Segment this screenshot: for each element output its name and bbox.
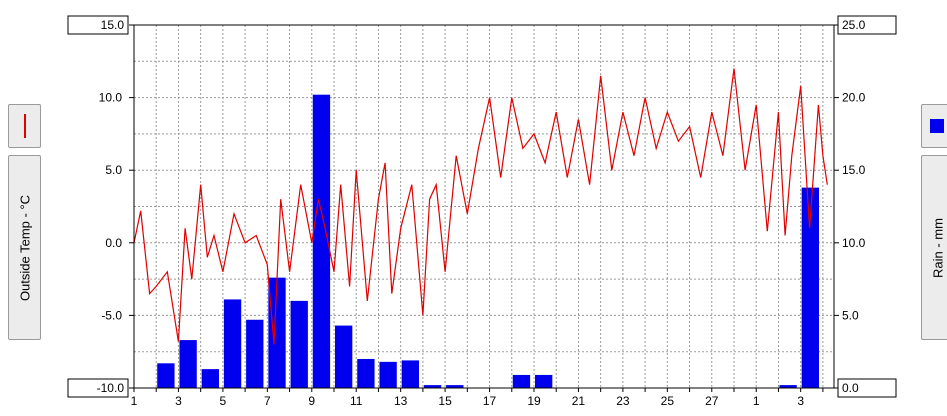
rain-bar xyxy=(779,385,797,388)
rain-bar xyxy=(357,358,375,388)
x-tick-label: 27 xyxy=(705,394,719,408)
y-left-tick-label-box xyxy=(67,15,129,35)
x-tick-label: 15 xyxy=(438,394,452,408)
y-left-tick-label: 5.0 xyxy=(105,163,122,177)
x-tick-label: 1 xyxy=(753,394,760,408)
rain-bar xyxy=(290,300,308,388)
rain-bar xyxy=(312,94,331,389)
y-axis-right: 25.0 20.0 15.0 10.0 5.0 0.0 xyxy=(834,15,897,398)
rain-bar xyxy=(801,187,819,388)
x-axis: 1 3 5 7 9 11 13 15 17 19 21 23 25 27 1 3 xyxy=(131,388,824,408)
y-left-tick-label: 10.0 xyxy=(99,91,123,105)
y-right-tick-label-box xyxy=(837,378,897,398)
rain-legend-button[interactable] xyxy=(921,104,947,148)
x-tick-label: 7 xyxy=(264,394,271,408)
y-left-tick-label: 15.0 xyxy=(101,18,125,32)
x-tick-label: 13 xyxy=(394,394,408,408)
rain-bar xyxy=(423,385,442,388)
rain-axis-label-button[interactable]: Rain - mm xyxy=(921,155,947,340)
y-axis-left: 15.0 10.0 5.0 0.0 -5.0 -10.0 xyxy=(67,15,134,398)
y-left-axis-label: Outside Temp - °C xyxy=(17,194,32,301)
rain-bar xyxy=(512,374,531,388)
x-tick-label: 9 xyxy=(308,394,315,408)
temp-axis-label-button[interactable]: Outside Temp - °C xyxy=(8,155,41,340)
rain-bar xyxy=(379,361,397,388)
rain-bar xyxy=(335,325,353,388)
x-tick-label: 21 xyxy=(572,394,586,408)
y-right-tick-label: 0.0 xyxy=(842,381,859,395)
red-line-swatch-icon xyxy=(24,114,26,138)
x-tick-label: 19 xyxy=(527,394,541,408)
x-tick-label: 23 xyxy=(616,394,630,408)
rain-bar xyxy=(401,360,419,388)
y-right-axis-label: Rain - mm xyxy=(930,217,946,278)
y-right-tick-label: 5.0 xyxy=(842,308,859,322)
x-tick-label: 17 xyxy=(483,394,497,408)
temp-legend-button[interactable] xyxy=(8,104,41,148)
y-right-tick-label-box xyxy=(837,15,897,35)
rain-bar xyxy=(179,340,197,388)
rain-bar xyxy=(268,277,286,388)
y-left-tick-label: 0.0 xyxy=(105,236,122,250)
rain-bar xyxy=(201,369,219,388)
x-tick-label: 25 xyxy=(661,394,675,408)
x-tick-label: 5 xyxy=(220,394,227,408)
temp-series-line xyxy=(133,68,828,345)
rain-bars xyxy=(157,94,819,389)
rain-bar xyxy=(157,363,175,388)
x-tick-label: 11 xyxy=(350,394,363,408)
plot-frame xyxy=(133,24,835,389)
y-right-tick-label: 10.0 xyxy=(842,236,866,250)
rain-bar xyxy=(446,385,464,388)
rain-bar xyxy=(223,299,242,388)
x-tick-label: 3 xyxy=(797,394,804,408)
y-right-tick-label: 25.0 xyxy=(842,18,866,32)
x-tick-label: 1 xyxy=(131,394,138,408)
y-right-tick-label: 20.0 xyxy=(842,91,866,105)
grid xyxy=(133,25,834,388)
y-right-tick-label: 15.0 xyxy=(842,163,866,177)
y-left-tick-label: -5.0 xyxy=(101,308,122,322)
y-left-tick-label: -10.0 xyxy=(97,381,125,395)
blue-square-swatch-icon xyxy=(930,119,944,133)
y-left-tick-label-box xyxy=(67,378,129,398)
x-tick-label: 3 xyxy=(175,394,182,408)
rain-bar xyxy=(535,374,553,388)
rain-bar xyxy=(246,319,264,388)
